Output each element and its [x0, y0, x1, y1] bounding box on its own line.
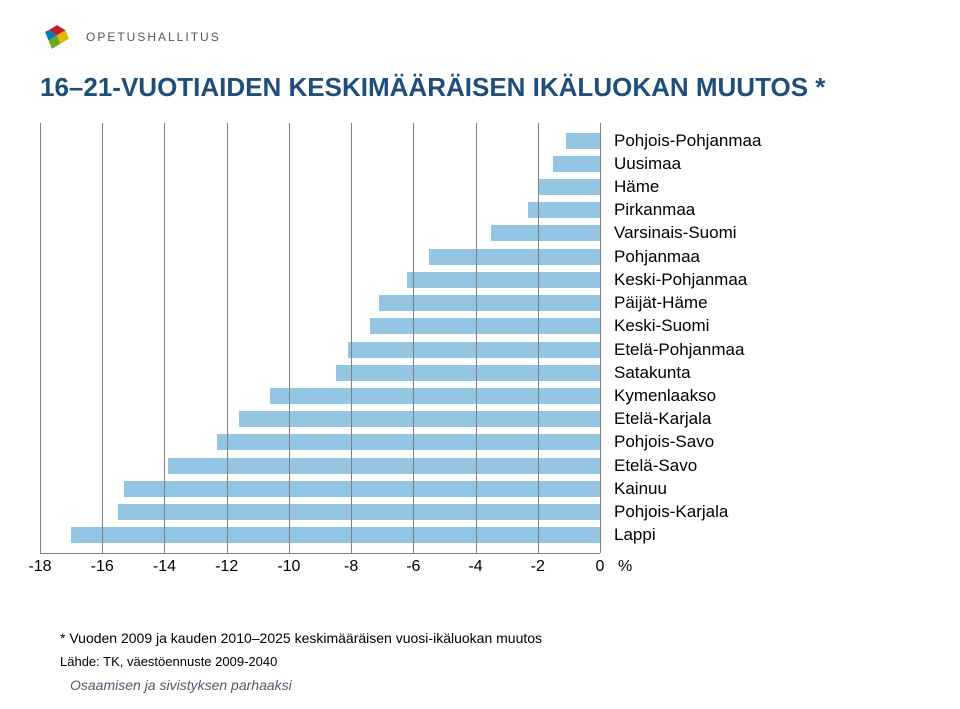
percent-label: % [618, 558, 632, 576]
x-tick-label: -6 [406, 558, 420, 576]
gridline [538, 123, 539, 553]
bar-row [40, 272, 600, 288]
bar [217, 434, 600, 450]
category-label: Satakunta [614, 365, 860, 381]
x-tick-label: -10 [277, 558, 300, 576]
gridline [40, 123, 41, 553]
category-label: Kainuu [614, 481, 860, 497]
x-axis-labels: -18-16-14-12-10-8-6-4-20% [40, 558, 600, 580]
bar [370, 318, 600, 334]
x-tick-label: 0 [596, 558, 605, 576]
bar [553, 156, 600, 172]
bar [528, 202, 600, 218]
bar-row [40, 388, 600, 404]
category-label: Etelä-Pohjanmaa [614, 342, 860, 358]
x-tick-label: -2 [531, 558, 545, 576]
x-tick-label: -12 [215, 558, 238, 576]
bar-row [40, 434, 600, 450]
category-label: Häme [614, 179, 860, 195]
bar-row [40, 202, 600, 218]
category-label: Etelä-Savo [614, 458, 860, 474]
bar [429, 249, 600, 265]
bar-row [40, 481, 600, 497]
x-tick-label: -8 [344, 558, 358, 576]
category-label: Pirkanmaa [614, 202, 860, 218]
x-tick-label: -16 [91, 558, 114, 576]
category-label: Pohjois-Karjala [614, 504, 860, 520]
bar [168, 458, 600, 474]
x-tick-label: -18 [28, 558, 51, 576]
chart-plot [40, 123, 600, 554]
category-label: Pohjanmaa [614, 249, 860, 265]
bar [239, 411, 600, 427]
gridline [289, 123, 290, 553]
bar-row [40, 295, 600, 311]
slide: OPETUSHALLITUS 16–21-VUOTIAIDEN KESKIMÄÄ… [0, 0, 960, 709]
bar [407, 272, 600, 288]
category-label: Lappi [614, 527, 860, 543]
x-tick-label: -4 [468, 558, 482, 576]
agency-logo [40, 20, 74, 54]
gridline [164, 123, 165, 553]
bar [491, 225, 600, 241]
chart-bars [40, 129, 600, 547]
bar [118, 504, 600, 520]
bar-row [40, 527, 600, 543]
category-label: Pohjois-Savo [614, 434, 860, 450]
gridline [600, 123, 601, 553]
bar-row [40, 458, 600, 474]
bar-row [40, 411, 600, 427]
bar-row [40, 179, 600, 195]
bar-row [40, 225, 600, 241]
bar-row [40, 365, 600, 381]
gridline [102, 123, 103, 553]
gridline [476, 123, 477, 553]
header: OPETUSHALLITUS [40, 20, 920, 54]
bar-row [40, 504, 600, 520]
bar [566, 133, 600, 149]
gridline [413, 123, 414, 553]
bar [336, 365, 600, 381]
category-label: Keski-Suomi [614, 318, 860, 334]
source-text: Lähde: TK, väestöennuste 2009-2040 [60, 654, 920, 669]
category-label: Pohjois-Pohjanmaa [614, 133, 860, 149]
agency-name: OPETUSHALLITUS [86, 30, 221, 44]
category-label: Kymenlaakso [614, 388, 860, 404]
chart-title: 16–21-VUOTIAIDEN KESKIMÄÄRÄISEN IKÄLUOKA… [40, 72, 920, 103]
footnote: * Vuoden 2009 ja kauden 2010–2025 keskim… [60, 630, 920, 646]
category-label: Keski-Pohjanmaa [614, 272, 860, 288]
bar [71, 527, 600, 543]
bar [538, 179, 600, 195]
bar-row [40, 342, 600, 358]
bar [348, 342, 600, 358]
category-label: Etelä-Karjala [614, 411, 860, 427]
chart-area: -18-16-14-12-10-8-6-4-20% Pohjois-Pohjan… [40, 123, 920, 580]
bar [270, 388, 600, 404]
category-label: Varsinais-Suomi [614, 225, 860, 241]
gridline [351, 123, 352, 553]
bar-row [40, 318, 600, 334]
bar [124, 481, 600, 497]
x-tick-label: -14 [153, 558, 176, 576]
tagline: Osaamisen ja sivistyksen parhaaksi [70, 677, 292, 693]
category-label: Uusimaa [614, 156, 860, 172]
bar-row [40, 156, 600, 172]
bar-row [40, 249, 600, 265]
gridline [227, 123, 228, 553]
bar [379, 295, 600, 311]
category-labels: Pohjois-Pohjanmaa Uusimaa Häme Pirkanmaa Var… [600, 123, 860, 553]
category-label: Päijät-Häme [614, 295, 860, 311]
bar-row [40, 133, 600, 149]
